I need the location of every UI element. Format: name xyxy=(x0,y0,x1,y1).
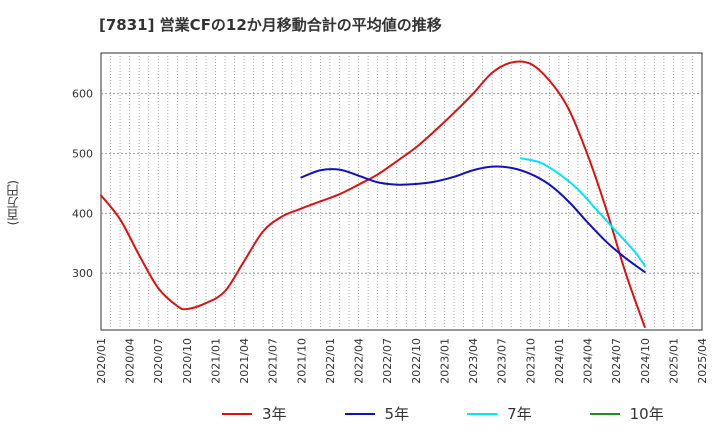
x-tick-label: 2024/01 xyxy=(553,338,566,384)
x-tick-label: 2020/07 xyxy=(152,338,165,384)
chart-title: [7831] 営業CFの12か月移動合計の平均値の推移 xyxy=(99,16,442,34)
legend-label-3y: 3年 xyxy=(262,405,287,423)
legend-label-7y: 7年 xyxy=(507,405,532,423)
x-tick-label: 2023/01 xyxy=(438,338,451,384)
x-tick-label: 2021/04 xyxy=(238,338,251,384)
x-tick-label: 2022/10 xyxy=(410,338,423,384)
x-tick-label: 2021/10 xyxy=(295,338,308,384)
legend-swatch-5y xyxy=(344,412,375,415)
x-tick-label: 2024/07 xyxy=(610,338,623,384)
legend-swatch-7y xyxy=(467,412,498,415)
y-tick-label: 300 xyxy=(72,267,93,280)
legend-label-5y: 5年 xyxy=(384,405,410,423)
x-tick-label: 2025/01 xyxy=(667,338,680,384)
x-tick-label: 2023/10 xyxy=(524,338,537,384)
y-tick-label: 500 xyxy=(72,148,93,161)
plot-area xyxy=(100,52,703,331)
legend-swatch-10y xyxy=(589,412,620,415)
x-tick-label: 2024/10 xyxy=(639,338,652,384)
x-tick-label: 2023/07 xyxy=(496,338,509,384)
x-tick-label: 2021/07 xyxy=(267,338,280,384)
x-tick-label: 2020/10 xyxy=(181,338,194,384)
series-line-1 xyxy=(300,165,646,273)
y-tick-label: 600 xyxy=(72,88,93,101)
series-line-2 xyxy=(519,157,646,267)
legend-label-10y: 10年 xyxy=(629,405,664,423)
legend: 3年 5年 7年 10年 xyxy=(222,403,664,424)
x-tick-label: 2020/04 xyxy=(124,338,137,384)
y-tick-label: 400 xyxy=(72,207,93,220)
x-tick-label: 2022/07 xyxy=(381,338,394,384)
x-tick-label: 2023/04 xyxy=(467,338,480,384)
x-tick-label: 2025/04 xyxy=(696,338,709,384)
x-tick-label: 2022/01 xyxy=(324,338,337,384)
x-tick-label: 2024/04 xyxy=(582,338,595,384)
legend-swatch-3y xyxy=(222,412,252,415)
x-tick-label: 2020/01 xyxy=(95,338,108,384)
x-tick-label: 2021/01 xyxy=(209,338,222,384)
x-tick-label: 2022/04 xyxy=(353,338,366,384)
